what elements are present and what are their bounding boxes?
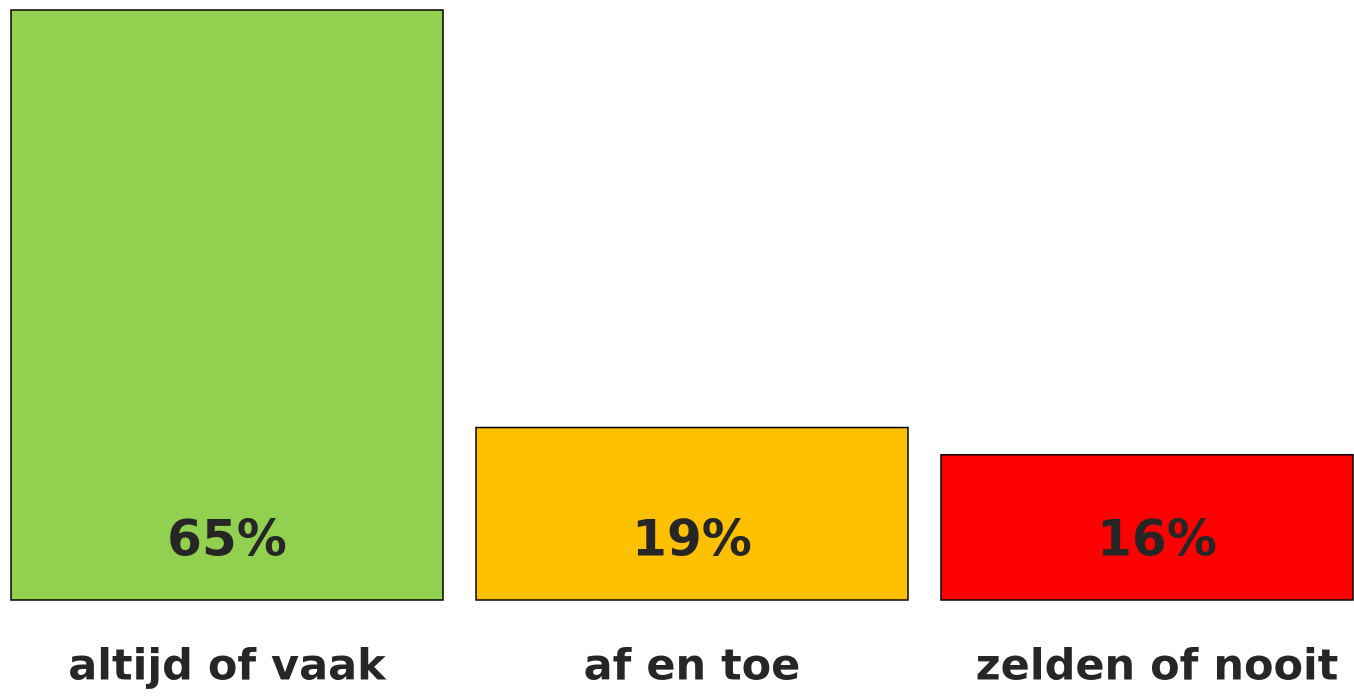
category-label: altijd of vaak — [68, 641, 387, 691]
value-label: 16% — [1097, 510, 1217, 568]
bar — [10, 9, 444, 601]
category-label: af en toe — [584, 641, 801, 691]
value-label: 65% — [167, 510, 287, 568]
category-label: zelden of nooit — [976, 641, 1339, 691]
value-label: 19% — [632, 510, 752, 568]
bar — [475, 426, 909, 601]
bar — [940, 454, 1354, 601]
